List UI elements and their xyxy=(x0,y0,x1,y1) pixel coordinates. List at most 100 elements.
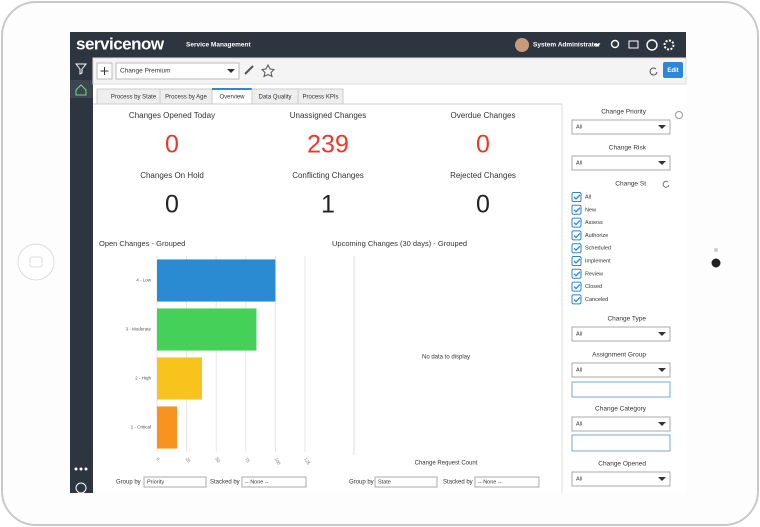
filter-value: All xyxy=(576,160,582,166)
help-icon[interactable] xyxy=(646,39,658,51)
filter-select[interactable] xyxy=(571,326,671,342)
bar xyxy=(157,308,257,351)
widget-value: 0 xyxy=(165,131,179,159)
bar xyxy=(157,259,276,302)
filter-label: Change Risk xyxy=(609,145,647,152)
assignment-input[interactable] xyxy=(571,381,671,398)
filter-select[interactable] xyxy=(571,471,671,487)
sidebar xyxy=(70,58,93,493)
group-value: State xyxy=(378,479,391,485)
option-label: Authorize xyxy=(585,233,608,239)
checkbox[interactable] xyxy=(571,192,582,202)
link-icon[interactable] xyxy=(244,65,254,75)
sensor xyxy=(714,248,718,252)
x-tick-label: 50 xyxy=(214,457,221,464)
check xyxy=(573,258,581,264)
group-select[interactable] xyxy=(374,476,438,488)
group-select[interactable] xyxy=(143,476,207,488)
filter-value: All xyxy=(576,367,582,373)
checkbox[interactable] xyxy=(571,294,582,305)
x-tick-label: 0 xyxy=(155,457,161,462)
check xyxy=(573,296,581,303)
check xyxy=(573,207,581,213)
chart-title: Open Changes - Grouped xyxy=(99,239,185,248)
filter-label: Assignment Group xyxy=(592,352,646,359)
x-tick-label: 100 xyxy=(274,457,282,466)
empty-message: No data to display xyxy=(422,355,470,361)
filter-value: All xyxy=(576,124,582,130)
x-tick-label: 25 xyxy=(185,457,192,464)
filter-icon[interactable] xyxy=(74,63,88,75)
dashboard-name: Change Premium xyxy=(120,68,171,75)
option-label: All xyxy=(585,194,591,200)
stack-select[interactable] xyxy=(241,476,307,488)
home-nav-icon xyxy=(75,84,87,96)
avatar[interactable] xyxy=(515,38,529,52)
select-caret xyxy=(227,69,235,73)
edit-button[interactable] xyxy=(663,62,683,78)
checkbox[interactable] xyxy=(571,281,582,292)
bar xyxy=(157,406,178,449)
filter-label: Change Opened xyxy=(598,461,646,468)
filter-select[interactable] xyxy=(571,362,671,378)
stack-value: -- None -- xyxy=(478,479,502,485)
checkbox[interactable] xyxy=(571,204,582,215)
filter-select[interactable] xyxy=(571,119,671,135)
category-input[interactable] xyxy=(571,434,671,452)
checkbox[interactable] xyxy=(571,230,582,241)
group-value: Priority xyxy=(147,479,164,485)
top-bar xyxy=(70,32,686,58)
y-tick-label: 1 - Critical xyxy=(131,425,151,430)
user-caret xyxy=(594,44,600,47)
stack-value: -- None -- xyxy=(245,479,269,485)
checkbox[interactable] xyxy=(571,217,582,228)
more-dot xyxy=(84,467,88,471)
settings-icon[interactable] xyxy=(663,39,675,51)
select-caret xyxy=(658,125,666,129)
option-label: Scheduled xyxy=(585,246,611,252)
option-label: Canceled xyxy=(585,297,608,303)
tab-label: Data Quality xyxy=(258,95,291,101)
filter-label: Change Category xyxy=(595,406,647,413)
y-tick-label: 4 - Low xyxy=(136,278,152,283)
stack-label: Stacked by xyxy=(210,480,240,486)
dashboard-select[interactable] xyxy=(115,62,240,80)
edit-label: Edit xyxy=(667,68,678,74)
x-tick-label: 75 xyxy=(244,457,251,464)
upcoming-title: Upcoming Changes (30 days) - Grouped xyxy=(332,239,467,248)
y-tick-label: 3 - Moderate xyxy=(125,327,151,332)
filter-select[interactable] xyxy=(571,416,671,432)
widget-value: 1 xyxy=(321,191,335,219)
search-icon[interactable] xyxy=(610,39,620,49)
tab-label: Process KPIs xyxy=(302,95,338,101)
widget-value: 0 xyxy=(165,191,179,219)
chat-icon[interactable] xyxy=(628,40,639,49)
product: Service Management xyxy=(186,42,252,49)
widget-title: Conflicting Changes xyxy=(292,171,364,180)
check xyxy=(573,232,581,239)
widget-value: 0 xyxy=(476,131,490,159)
user-name: System Administrator xyxy=(533,42,601,49)
check xyxy=(573,245,581,252)
widget-title: Changes On Hold xyxy=(140,171,204,180)
option-label: New xyxy=(585,207,596,213)
play-icon[interactable] xyxy=(75,482,87,494)
widget-title: Overdue Changes xyxy=(451,111,516,120)
star-icon[interactable] xyxy=(260,63,276,78)
bar xyxy=(157,357,202,400)
camera xyxy=(711,258,721,268)
checkbox[interactable] xyxy=(571,243,582,254)
tab[interactable] xyxy=(297,88,344,105)
refresh-icon[interactable] xyxy=(649,67,658,76)
filter-select[interactable] xyxy=(571,155,671,171)
check xyxy=(573,220,581,226)
stack-select[interactable] xyxy=(474,476,540,488)
home-button[interactable] xyxy=(17,243,55,281)
widget-value: 239 xyxy=(307,131,349,159)
tab-label: Overview xyxy=(219,95,245,101)
checkbox[interactable] xyxy=(571,268,582,279)
reset-icon[interactable] xyxy=(662,180,670,188)
checkbox[interactable] xyxy=(571,256,582,266)
check xyxy=(573,194,581,200)
